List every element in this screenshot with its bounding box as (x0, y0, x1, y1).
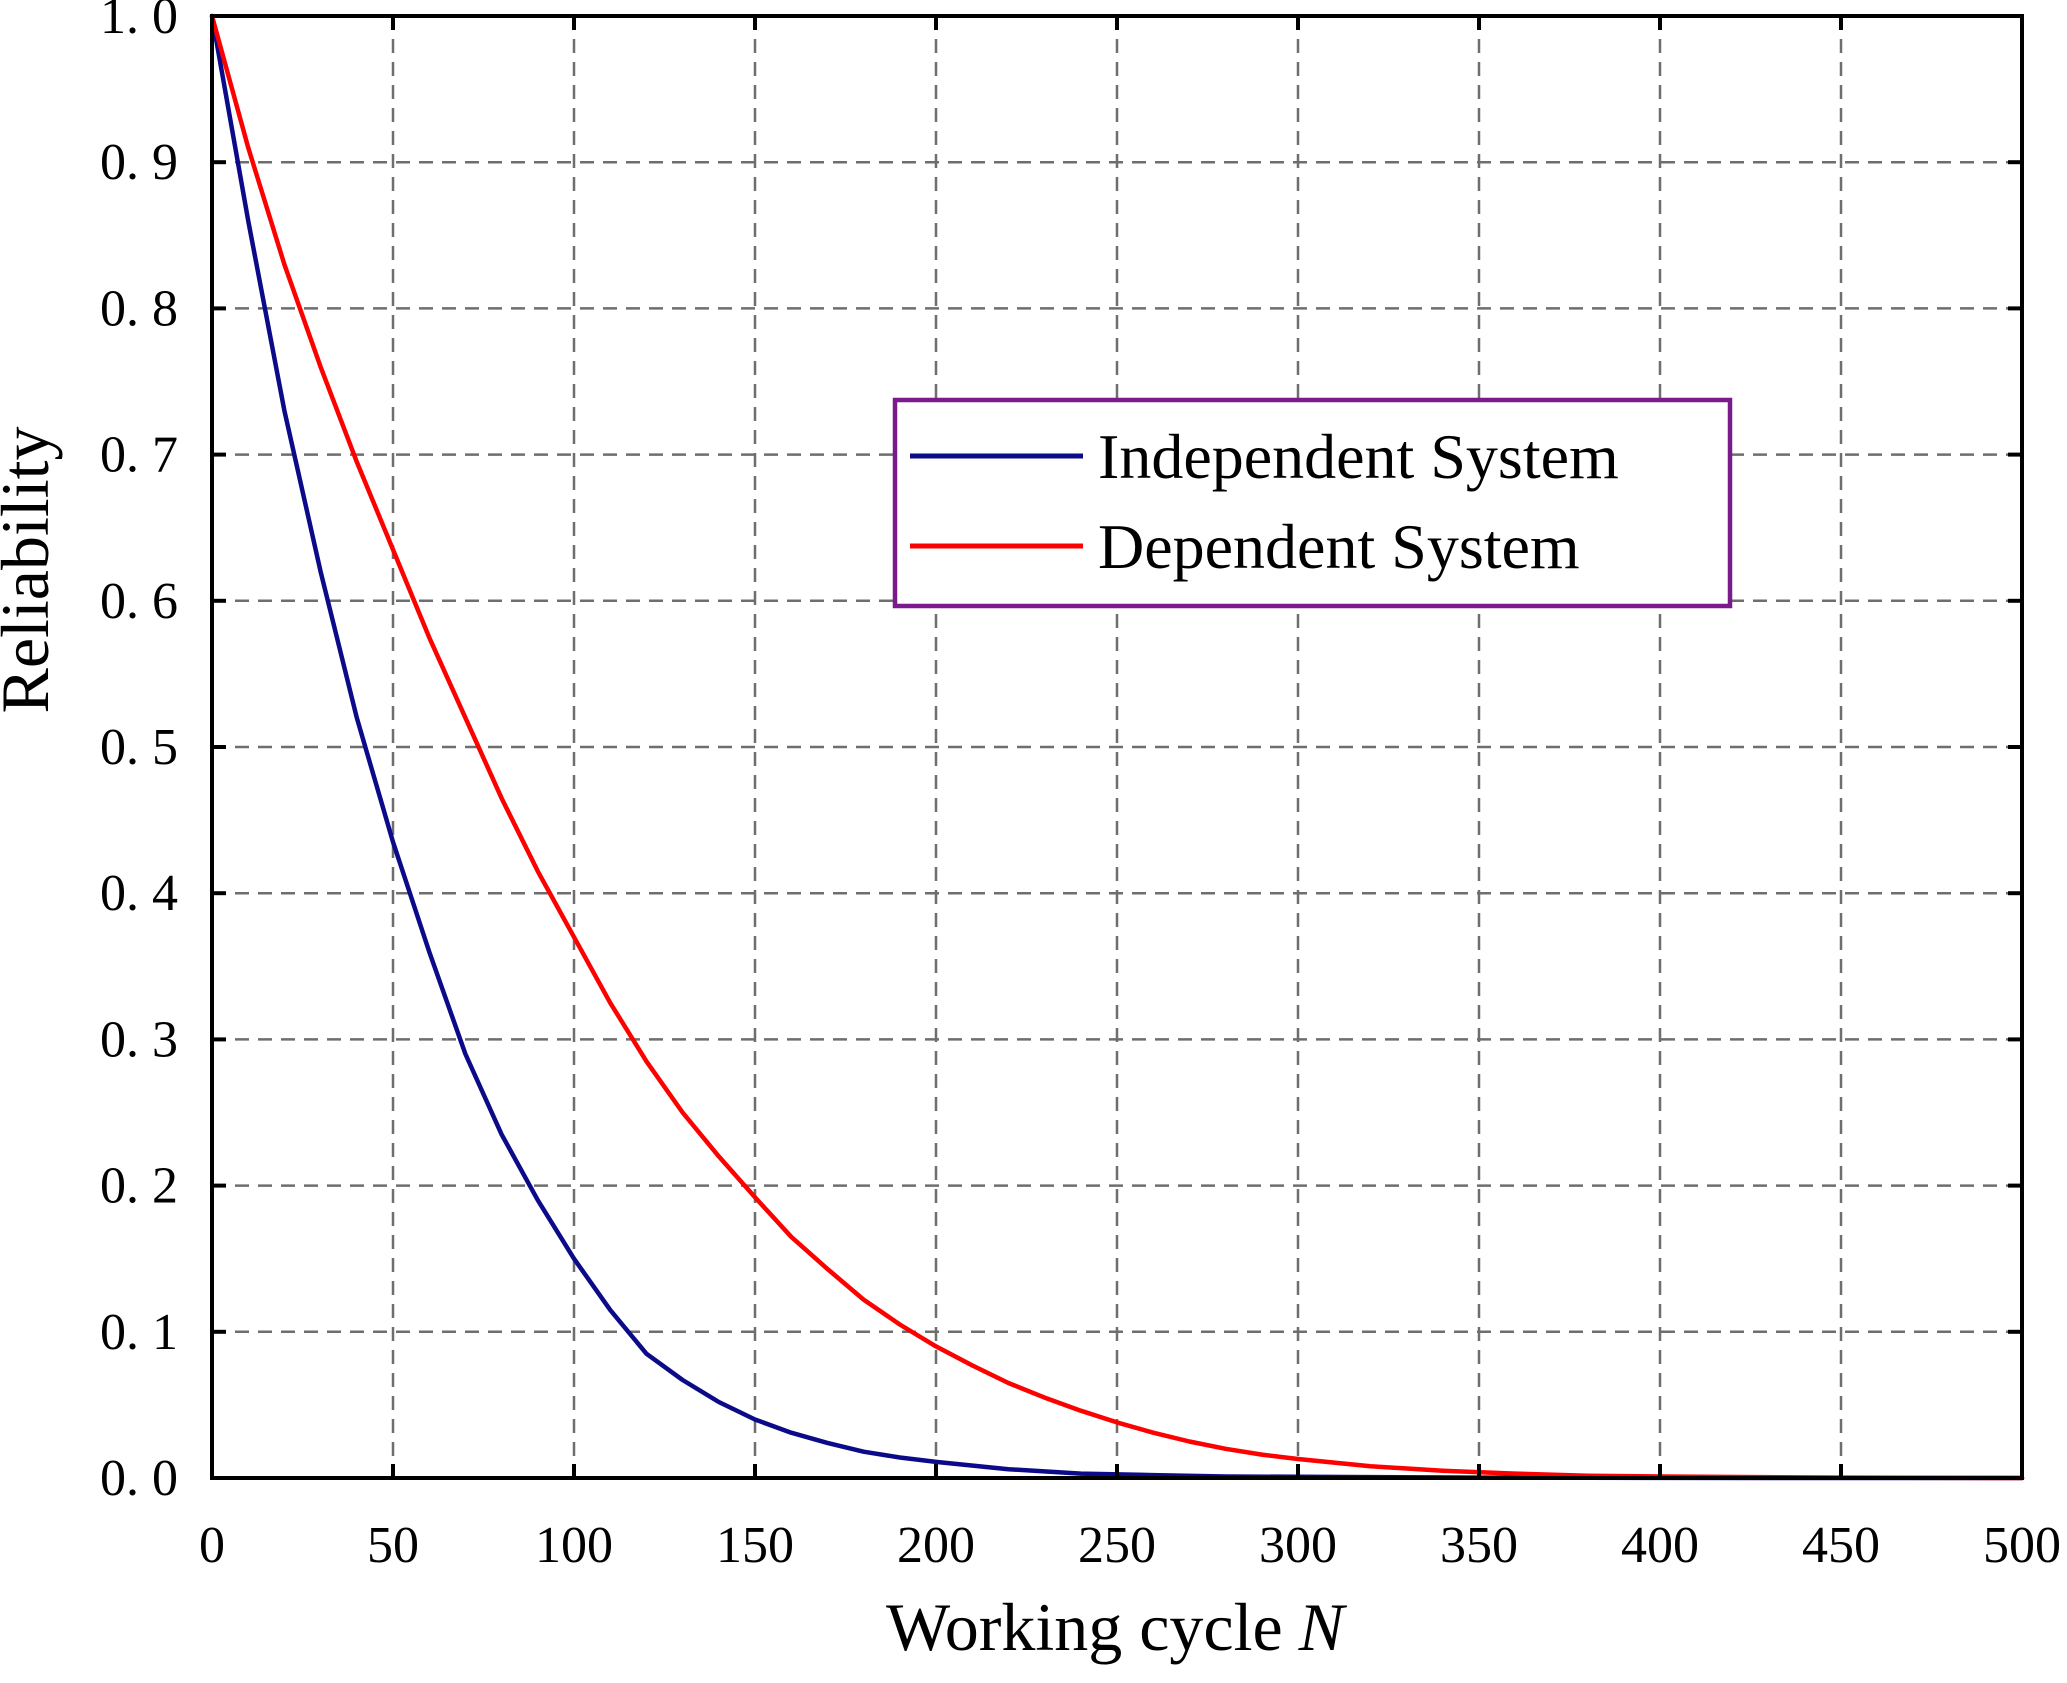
x-axis-title: Working cycle N (886, 1589, 1348, 1665)
y-tick-label: 0. 3 (100, 1011, 178, 1068)
legend-box (892, 397, 1733, 609)
y-axis-title: Reliability (0, 426, 63, 713)
x-tick-label: 50 (367, 1517, 419, 1574)
y-tick-label: 0. 0 (100, 1450, 178, 1507)
x-axis-title-text: Working cycle (886, 1589, 1283, 1665)
x-tick-label: 500 (1983, 1517, 2061, 1574)
y-tick-label: 0. 2 (100, 1158, 178, 1215)
x-tick-label: 150 (716, 1517, 794, 1574)
legend-label: Dependent System (1098, 511, 1580, 582)
y-tick-label: 1. 0 (100, 0, 178, 45)
grid-layer (212, 16, 2022, 1478)
y-tick-label: 0. 6 (100, 573, 178, 630)
x-tick-label: 400 (1621, 1517, 1699, 1574)
y-tick-label: 0. 1 (100, 1304, 178, 1361)
x-tick-label: 200 (897, 1517, 975, 1574)
x-tick-label: 250 (1078, 1517, 1156, 1574)
tick-label-layer: 0 50 100 150 200 250 300 350 400 450 500 0. 0 0. 1 0.… (100, 0, 2061, 1574)
legend-label: Independent System (1098, 421, 1619, 492)
dependent-system-line (209, 13, 2025, 1481)
x-axis-title-variable: N (1298, 1589, 1348, 1665)
x-tick-label: 0 (199, 1517, 225, 1574)
legend: Independent System Dependent System (892, 397, 1733, 609)
y-tick-label: 0. 4 (100, 865, 178, 922)
y-tick-label: 0. 8 (100, 280, 178, 337)
tick-layer (210, 14, 2024, 1480)
x-tick-label: 100 (535, 1517, 613, 1574)
y-tick-label: 0. 7 (100, 427, 178, 484)
x-tick-label: 450 (1802, 1517, 1880, 1574)
y-tick-label: 0. 5 (100, 719, 178, 776)
x-tick-label: 350 (1440, 1517, 1518, 1574)
y-tick-label: 0. 9 (100, 134, 178, 191)
x-tick-label: 300 (1259, 1517, 1337, 1574)
